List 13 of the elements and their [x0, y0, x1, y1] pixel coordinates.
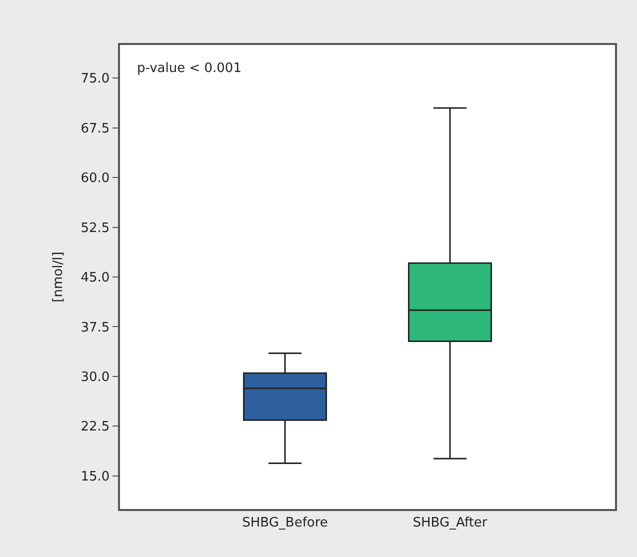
y-tick-label: 67.5: [80, 121, 110, 136]
y-tick-label: 30.0: [80, 370, 110, 385]
y-tick-label: 15.0: [80, 469, 110, 484]
y-tick-label: 22.5: [80, 420, 110, 435]
x-tick-label: SHBG_Before: [242, 515, 328, 530]
x-tick-label: SHBG_After: [412, 515, 488, 530]
y-tick-label: 45.0: [80, 270, 110, 286]
y-tick-label: 60.0: [80, 171, 110, 186]
y-tick-label: 37.5: [80, 320, 110, 336]
annotation: p-value < 0.001: [137, 61, 242, 76]
y-tick-label: 52.5: [80, 220, 110, 236]
y-tick-label: 75.0: [80, 72, 110, 87]
y-axis-title: [nmol/l]: [51, 252, 66, 302]
